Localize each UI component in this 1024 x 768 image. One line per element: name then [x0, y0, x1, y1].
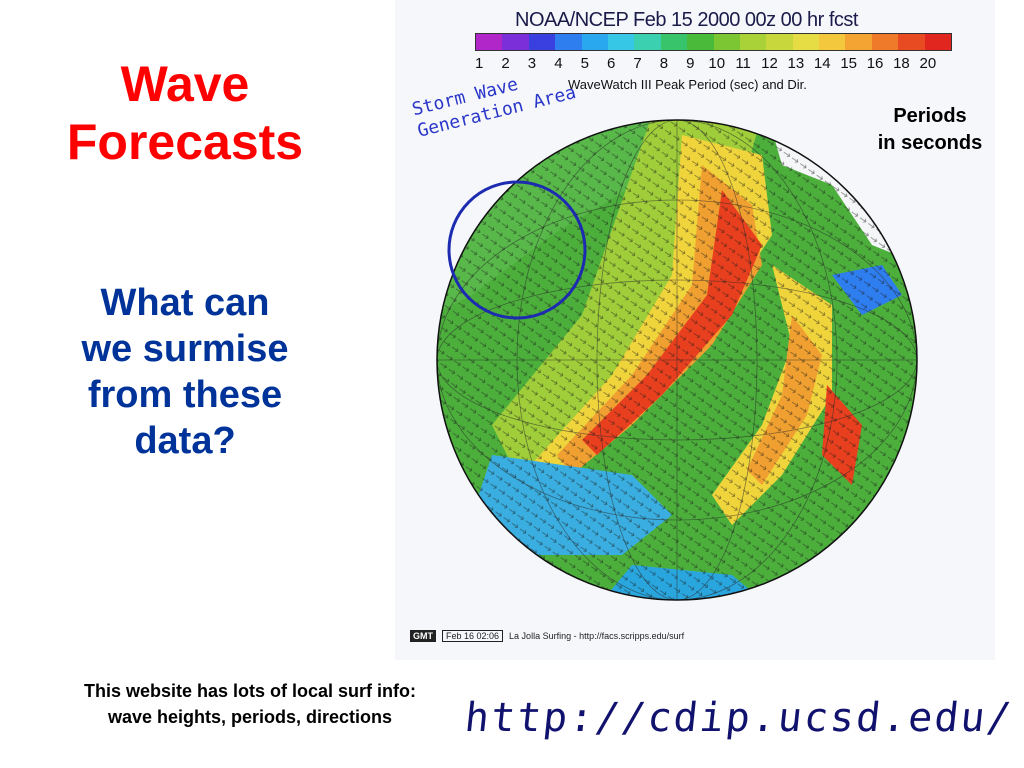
scale-label: 20: [919, 55, 937, 72]
footnote: This website has lots of local surf info…: [25, 678, 475, 730]
scale-label: 10: [708, 55, 726, 72]
scale-label: 5: [580, 55, 589, 72]
scale-swatch: [555, 34, 582, 50]
periods-note-line-1: Periods: [893, 105, 967, 127]
periods-note: Periods in seconds: [860, 103, 1000, 157]
scale-swatch: [528, 34, 556, 50]
scale-label: 16: [866, 55, 884, 72]
scale-swatch: [766, 34, 793, 50]
question-line-4: data?: [134, 420, 236, 462]
periods-note-line-2: in seconds: [877, 132, 983, 154]
period-color-scale: [475, 33, 953, 51]
scale-label: 2: [501, 55, 510, 72]
credit-date: Feb 16 02:06: [442, 630, 504, 642]
scale-swatch: [687, 34, 714, 50]
map-credit: GMT Feb 16 02:06 La Jolla Surfing - http…: [410, 630, 684, 642]
scale-swatch: [476, 34, 503, 50]
period-scale-labels: 1 2 3 4 5 6 7 8 9 10 11 12 13 14 15 16 18 20: [466, 55, 941, 72]
title-line-2: Forecasts: [66, 114, 304, 170]
globe-wave-map: [436, 119, 918, 601]
credit-tag: GMT: [410, 630, 436, 642]
scale-swatch: [924, 34, 952, 50]
scale-label: 6: [606, 55, 616, 72]
slide-title: Wave Forecasts: [20, 55, 350, 171]
scale-swatch: [792, 34, 820, 50]
credit-text: La Jolla Surfing - http://facs.scripps.e…: [509, 631, 685, 641]
scale-swatch: [581, 34, 608, 50]
scale-swatch: [739, 34, 767, 50]
scale-label: 15: [840, 55, 857, 72]
question-line-1: What can: [100, 282, 270, 324]
scale-swatch: [845, 34, 872, 50]
scale-swatch: [713, 34, 740, 50]
scale-swatch: [502, 34, 529, 50]
scale-label: 13: [787, 55, 805, 72]
scale-label: 9: [686, 55, 695, 72]
title-line-1: Wave: [120, 56, 250, 112]
scale-label: 18: [893, 55, 910, 72]
scale-label: 1: [475, 55, 484, 72]
scale-label: 14: [813, 55, 831, 72]
footnote-line-2: wave heights, periods, directions: [107, 707, 393, 727]
scale-swatch: [871, 34, 899, 50]
scale-label: 7: [633, 55, 642, 72]
map-caption: WaveWatch III Peak Period (sec) and Dir.: [568, 77, 807, 92]
question-line-2: we surmise: [81, 328, 289, 370]
globe-grid: [437, 120, 917, 600]
scale-label: 3: [527, 55, 537, 72]
map-header: NOAA/NCEP Feb 15 2000 00z 00 hr fcst: [515, 9, 858, 31]
scale-swatch: [898, 34, 925, 50]
scale-label: 12: [761, 55, 778, 72]
handwritten-url: http://cdip.ucsd.edu/: [462, 695, 1016, 741]
storm-area-circle: [447, 180, 587, 320]
scale-swatch: [607, 34, 635, 50]
scale-swatch: [819, 34, 846, 50]
scale-label: 8: [659, 55, 669, 72]
scale-swatch: [634, 34, 661, 50]
scale-label: 4: [554, 55, 563, 72]
footnote-line-1: This website has lots of local surf info…: [83, 681, 417, 701]
globe-outline: [436, 119, 918, 601]
slide-question: What can we surmise from these data?: [40, 280, 330, 464]
question-line-3: from these: [87, 374, 283, 416]
scale-swatch: [660, 34, 688, 50]
scale-label: 11: [735, 55, 751, 72]
